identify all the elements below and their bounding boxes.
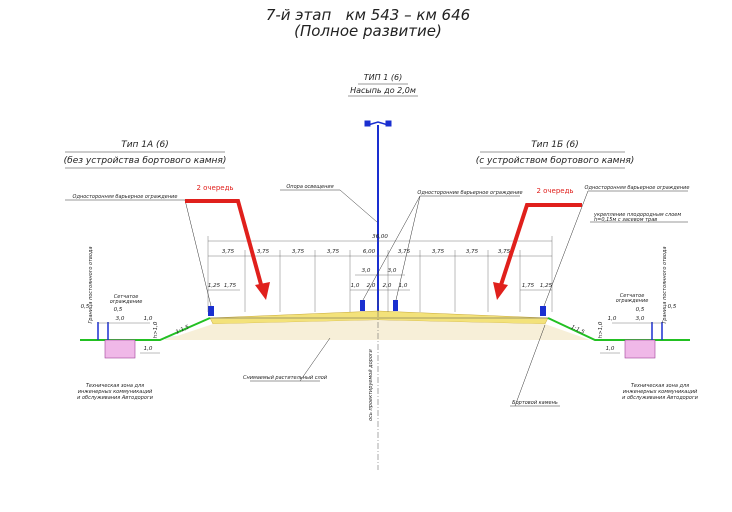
right-subtitle: (с устройством бортового камня) bbox=[476, 156, 635, 166]
center-type: ТИП 1 (6) bbox=[364, 73, 402, 82]
annotation: Односторонняя барьерное ограждение bbox=[585, 185, 690, 191]
arrowhead bbox=[493, 282, 508, 300]
dimension-label: 6,00 bbox=[363, 249, 376, 255]
annotation: ось проектируемой дороги bbox=[368, 348, 374, 420]
annotation: и обслуживания Автодороги bbox=[622, 395, 698, 401]
red-arrows bbox=[185, 199, 582, 289]
annotation: Снимаемый растительный слой bbox=[243, 375, 328, 381]
right-type: Тип 1Б (6) bbox=[531, 140, 579, 150]
annotation: Сетчатое bbox=[620, 293, 645, 299]
annotation: Граница постоянного отвода bbox=[662, 246, 668, 323]
dimension-label: 3,75 bbox=[398, 249, 411, 255]
annotation: Опора освещения bbox=[286, 184, 333, 190]
dimension-label: 0,5 bbox=[636, 307, 645, 313]
fences bbox=[97, 322, 663, 340]
annotation: Техническая зона для bbox=[631, 383, 689, 389]
dimension-label: 1,0 bbox=[606, 346, 615, 352]
dimension-label: 1,0 bbox=[608, 316, 617, 322]
annotation: инженерных коммуникаций bbox=[623, 389, 698, 395]
dimension-label: 0,5 bbox=[81, 304, 90, 310]
annotation: ограждение bbox=[110, 299, 143, 305]
dimensions: 36,00 3,75 3,75 3,75 3,75 6,00 3,75 3,75 3,75 3,7… bbox=[81, 234, 677, 352]
annotation: инженерных коммуникаций bbox=[78, 389, 153, 395]
dimension-label: h>1,0 bbox=[153, 321, 159, 338]
dimension-label: 3,75 bbox=[327, 249, 340, 255]
annotation: Техническая зона для bbox=[86, 383, 144, 389]
dimension-lines bbox=[98, 236, 662, 354]
dimension-label: 3,75 bbox=[498, 249, 511, 255]
dimension-label: 1,25 bbox=[540, 283, 553, 289]
center-subtitle: Насыпь до 2,0м bbox=[350, 86, 416, 95]
dimension-label: 1,0 bbox=[144, 346, 153, 352]
dimension-label: 2,0 bbox=[367, 283, 376, 289]
dimension-label: 1,0 bbox=[351, 283, 360, 289]
annotation: Сетчатое bbox=[114, 294, 139, 300]
title: 7-й этап км 543 – км 646 bbox=[266, 6, 470, 24]
dimension-label: 1,75 bbox=[224, 283, 237, 289]
annotation: Бортовой камень bbox=[512, 400, 558, 406]
annotation: h=0,15м с засевом трав bbox=[594, 217, 657, 223]
dimension-label: 1,0 bbox=[399, 283, 408, 289]
dimension-label: 3,75 bbox=[292, 249, 305, 255]
annotation: 2 очередь bbox=[196, 184, 233, 192]
arrowhead bbox=[255, 282, 270, 300]
annotation: Односторонние барьерное ограждение bbox=[417, 190, 522, 196]
dimension-label: 2,0 bbox=[383, 283, 392, 289]
left-subtitle: (без устройства бортового камня) bbox=[64, 156, 227, 166]
annotation: ограждение bbox=[616, 298, 649, 304]
leaders bbox=[65, 189, 688, 407]
dimension-label: 3,0 bbox=[636, 316, 645, 322]
dimension-label: 1,0 bbox=[144, 316, 153, 322]
tech-zone bbox=[104, 339, 136, 359]
dimension-label: 3,75 bbox=[257, 249, 270, 255]
dimension-label: 3,0 bbox=[388, 268, 397, 274]
annotation: Граница постоянного отвода bbox=[88, 246, 94, 323]
lighting-pole bbox=[364, 120, 392, 318]
dimension-label: 1,75 bbox=[522, 283, 535, 289]
dimension-label: 0,5 bbox=[668, 304, 677, 310]
annotation: 2 очередь bbox=[536, 187, 573, 195]
dimension-label: 3,75 bbox=[222, 249, 235, 255]
dimension-label: 3,0 bbox=[116, 316, 125, 322]
annotation: Односторонняя барьерное ограждение bbox=[73, 194, 178, 200]
dimension-label: 1,25 bbox=[208, 283, 221, 289]
dimension-label: 36,00 bbox=[372, 234, 388, 240]
dimension-label: h>1,0 bbox=[598, 321, 604, 338]
annotation: укрепление плодородным слоем bbox=[593, 212, 681, 218]
dimension-label: 1:1,5 bbox=[570, 324, 586, 336]
dimension-label: 0,5 bbox=[114, 307, 123, 313]
dimension-label: 3,75 bbox=[466, 249, 479, 255]
subtitle: (Полное развитие) bbox=[294, 22, 442, 40]
embankment bbox=[165, 320, 590, 340]
dimension-label: 3,0 bbox=[362, 268, 371, 274]
annotation: и обслуживания Автодороги bbox=[77, 395, 153, 401]
dimension-label: 1:1,5 bbox=[175, 324, 191, 336]
tech-zone bbox=[624, 339, 656, 359]
dimension-label: 3,75 bbox=[432, 249, 445, 255]
left-type: Тип 1А (6) bbox=[121, 140, 169, 150]
annotations: Односторонняя барьерное ограждение 2 очер… bbox=[73, 184, 699, 421]
barriers bbox=[208, 300, 546, 316]
